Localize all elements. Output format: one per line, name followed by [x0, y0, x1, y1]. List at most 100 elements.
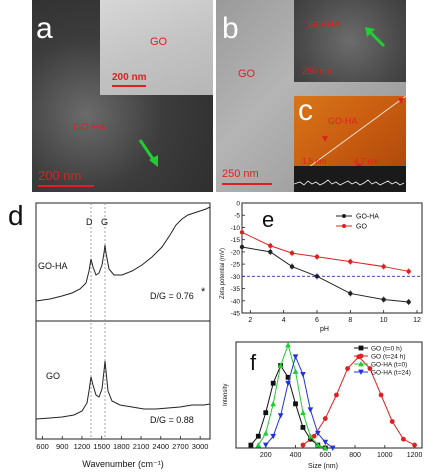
panel-b-sem-image: b GO GO-HA 250 nm 250 nm c GO-HA 1.5 nm … [216, 0, 406, 192]
panel-f-legend-marker [358, 361, 364, 367]
panel-f-data-point [293, 401, 298, 407]
panel-e-legend-label: GO-HA [356, 214, 379, 221]
panel-b-inset-scale-text: 250 nm [302, 66, 333, 76]
panel-f-legend-label: GO (t=24 h) [371, 354, 406, 361]
panel-f-legend-marker [358, 353, 364, 359]
panel-e-data-point [348, 259, 353, 264]
panel-e-plot [239, 229, 422, 305]
panel-d-xtick-label: 2700 [172, 442, 189, 451]
panel-d-xtick-label: 1200 [74, 442, 91, 451]
panel-f-data-point [248, 442, 254, 448]
panel-e-legend-marker [342, 224, 346, 228]
green-arrow-icon [138, 139, 158, 167]
panel-e-data-point [381, 264, 386, 269]
series-label-go-ha: GO-HA [38, 261, 68, 271]
panel-f-xlabel: Size (nm) [308, 463, 338, 470]
panel-f-xtick-label: 600 [319, 452, 331, 459]
panel-f-xtick-label: 800 [349, 452, 361, 459]
panel-f-data-point [300, 424, 306, 430]
panel-e-axes: 2 4 6 8 10 12 0 -5 -10 -15 -20 -25 -30 -35 -40 -45 [231, 201, 421, 325]
panel-e-ytick-label: -30 [231, 274, 241, 281]
panel-e-ylabel: Zeta potential (mV) [220, 248, 226, 299]
panel-a-inset-label: GO [150, 36, 168, 48]
panel-e-xtick-label: 4 [282, 317, 286, 324]
panel-b-label: b [222, 12, 239, 45]
panel-e-ytick-label: -10 [231, 225, 241, 232]
panel-e-xtick-label: 8 [348, 317, 352, 324]
panel-e-data-point [314, 274, 320, 279]
panel-a-inset-scale-text: 200 nm [112, 72, 147, 83]
panel-f-legend-marker [358, 345, 364, 351]
panel-f-data-point [277, 362, 284, 368]
panel-d-xtick-label: 1800 [113, 442, 130, 451]
panel-f-axes: 200 400 600 800 1000 1200 [260, 445, 423, 459]
panel-e-data-point [268, 243, 273, 248]
panel-a-inset-image: GO 200 nm [100, 0, 213, 95]
panel-d-xtick-label: 2400 [152, 442, 169, 451]
panel-f-data-point [270, 433, 276, 440]
panel-e-xtick-label: 10 [380, 317, 388, 324]
panel-f-data-point [345, 366, 350, 371]
panel-d-xtick-label: 600 [36, 442, 49, 451]
panel-b-inset-image: GO-HA 250 nm [294, 0, 406, 82]
panel-d-xticks: 600 900 1200 1500 1800 2100 2400 2700 3000 [36, 436, 208, 451]
panel-d-label: d [8, 200, 24, 231]
panel-f-xtick-label: 1000 [377, 452, 393, 459]
panel-f-data-point [285, 374, 291, 380]
panel-e-xtick-label: 6 [315, 317, 319, 324]
panel-f-legend-label: GO-HA (t=24) [371, 370, 411, 377]
panel-e-xtick-label: 2 [248, 317, 252, 324]
panel-e-data-point [289, 264, 295, 269]
panel-f-data-point [262, 442, 269, 449]
panel-f-ylabel: Intensity [223, 384, 229, 406]
ratio-label-go-ha: D/G = 0.76 [150, 291, 194, 301]
panel-f-data-point [255, 442, 262, 448]
panel-c-right-scale: 4.7 nm [354, 157, 379, 166]
panel-e-data-point [381, 297, 386, 302]
panel-e-data-point [289, 250, 295, 256]
panel-f-data-point [367, 366, 373, 371]
panel-f-data-point [322, 416, 328, 421]
peak-label-d: D [86, 217, 93, 227]
panel-d-xlabel: Wavenumber (cm⁻¹) [82, 459, 163, 469]
raman-spectrum-go-ha [35, 206, 211, 302]
panel-f-data-point [315, 430, 321, 437]
panel-a-inset-scalebar [112, 85, 146, 87]
panel-f-data-point [401, 436, 406, 442]
panel-e-legend: GO-HA GO [336, 214, 379, 231]
panel-f-data-point [307, 407, 314, 413]
panel-a-annotation: GO-HA [73, 122, 106, 133]
panel-c-annotation: GO-HA [328, 116, 358, 126]
panel-e-ytick-label: 0 [236, 201, 240, 208]
panel-f-data-point [389, 419, 395, 424]
panel-e-label: e [262, 207, 274, 232]
panel-a-tem-image: GO 200 nm a GO-HA 200 nm [32, 0, 213, 192]
panel-f-legend-label: GO (t=0 h) [371, 346, 402, 353]
panel-e-ytick-label: -40 [231, 298, 241, 305]
panel-f-data-point [285, 380, 291, 387]
panel-e-data-point [406, 299, 411, 305]
panel-e-ytick-label: -15 [231, 237, 241, 244]
panel-f-data-point [270, 400, 276, 407]
panel-e-ytick-label: -35 [231, 286, 241, 293]
panel-f-data-point [270, 380, 276, 386]
panel-b-inset-label: GO-HA [308, 20, 341, 31]
panel-e-data-point [348, 291, 353, 296]
panel-f-data-point [334, 392, 339, 398]
panel-f-data-point [300, 371, 306, 378]
panel-f-data-point [322, 445, 329, 451]
panel-f-xtick-label: 1200 [407, 452, 423, 459]
panel-f-legend-label: GO-HA (t=0) [371, 362, 407, 369]
panel-f-data-point [311, 433, 317, 439]
panel-f-data-point [277, 413, 284, 419]
afm-line-profile [294, 96, 406, 192]
ratio-label-go: D/G = 0.88 [150, 415, 194, 425]
panel-f-data-point [300, 409, 306, 416]
panel-f-data-point [263, 410, 269, 416]
panel-f-data-point [255, 433, 261, 439]
panel-e-xlabel: pH [320, 326, 329, 333]
panel-c-label: c [298, 96, 313, 127]
panel-f-data-point [262, 430, 269, 436]
panel-f-xtick-label: 400 [290, 452, 302, 459]
panel-f-data-point [412, 442, 417, 448]
